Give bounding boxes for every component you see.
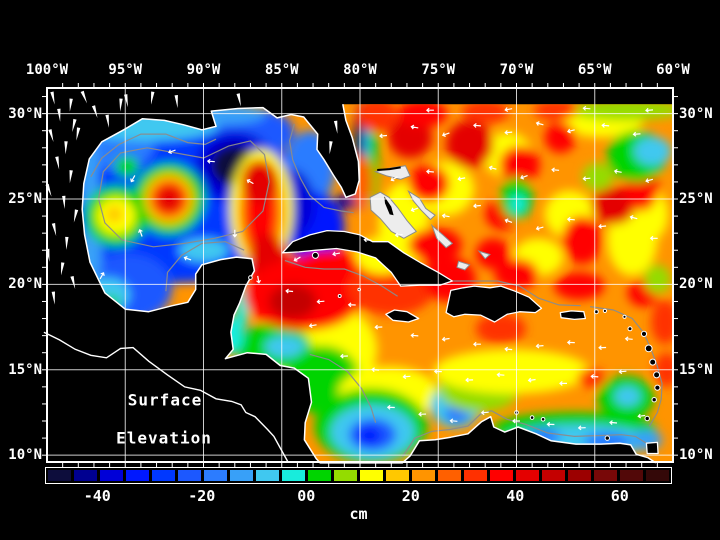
lat-axis-label-right: 15°N (679, 361, 713, 378)
colorbar-cell (490, 470, 513, 481)
lat-axis-label-right: 25°N (679, 191, 713, 207)
colorbar-cell (568, 470, 591, 481)
colorbar-unit-label: cm (349, 505, 368, 523)
colorbar-cell (334, 470, 357, 481)
elevation-field (82, 104, 673, 463)
colorbar-cell (126, 470, 149, 481)
lon-axis-label: 85°W (264, 62, 299, 78)
lat-axis-label-left: 25°N (8, 191, 42, 207)
axis-ticks (42, 83, 678, 467)
colorbar-tick-label: -40 (83, 487, 111, 505)
lon-axis-label: 70°W (499, 62, 534, 78)
bathymetry-contours (90, 123, 663, 458)
colorbar-cell (204, 470, 227, 481)
lon-axis-label: 90°W (186, 62, 221, 78)
lon-axis-label: 80°W (343, 62, 377, 78)
lat-axis-label-left: 10°N (8, 447, 42, 464)
lon-axis-label: 100°W (25, 62, 69, 78)
colorbar-cell (256, 470, 279, 481)
annotation-surface: Surface (127, 390, 203, 410)
colorbar-cell (542, 470, 565, 481)
colorbar-cell (178, 470, 201, 481)
colorbar-cell (282, 470, 305, 481)
colorbar-cell (386, 470, 409, 481)
colorbar-cell (152, 470, 175, 481)
lon-axis-label: 75°W (421, 62, 456, 78)
lat-axis-label-right: 20°N (679, 276, 713, 293)
lon-axis-label: 95°W (108, 62, 143, 78)
colorbar-tick-label: -20 (188, 487, 216, 505)
colorbar-tick-label: 60 (610, 487, 629, 505)
colorbar-cell (646, 470, 669, 481)
colorbar-cell (308, 470, 331, 481)
colorbar-tick-label: 20 (401, 487, 420, 505)
colorbar-cell (594, 470, 617, 481)
colorbar-cell (438, 470, 461, 481)
pacific-coastline (43, 331, 289, 463)
shallow-banks (369, 165, 491, 271)
islands (248, 229, 661, 455)
colorbar-cell (464, 470, 487, 481)
lon-axis-label: 65°W (577, 62, 612, 78)
lat-axis-label-right: 30°N (679, 105, 713, 122)
lat-axis-label-right: 10°N (679, 447, 713, 464)
colorbar-cell (620, 470, 643, 481)
colorbar-cell (74, 470, 97, 481)
colorbar-tick-label: 40 (506, 487, 525, 505)
colorbar-cell (48, 470, 71, 481)
graticule (47, 88, 673, 462)
current-vectors (99, 105, 658, 431)
annotation-elevation: Elevation (116, 428, 212, 448)
colorbar-cell (412, 470, 435, 481)
lat-axis-label-left: 20°N (8, 276, 42, 293)
lat-axis-label-left: 30°N (8, 105, 42, 122)
colorbar-cell (516, 470, 539, 481)
lat-axis-label-left: 15°N (8, 361, 42, 378)
colorbar-cell (100, 470, 123, 481)
colorbar-cell (230, 470, 253, 481)
colorbar-cell (360, 470, 383, 481)
colorbar (45, 467, 672, 484)
lon-axis-label: 60°W (656, 62, 690, 78)
colorbar-tick-label: 00 (297, 487, 316, 505)
mainland-coastline (81, 104, 657, 464)
